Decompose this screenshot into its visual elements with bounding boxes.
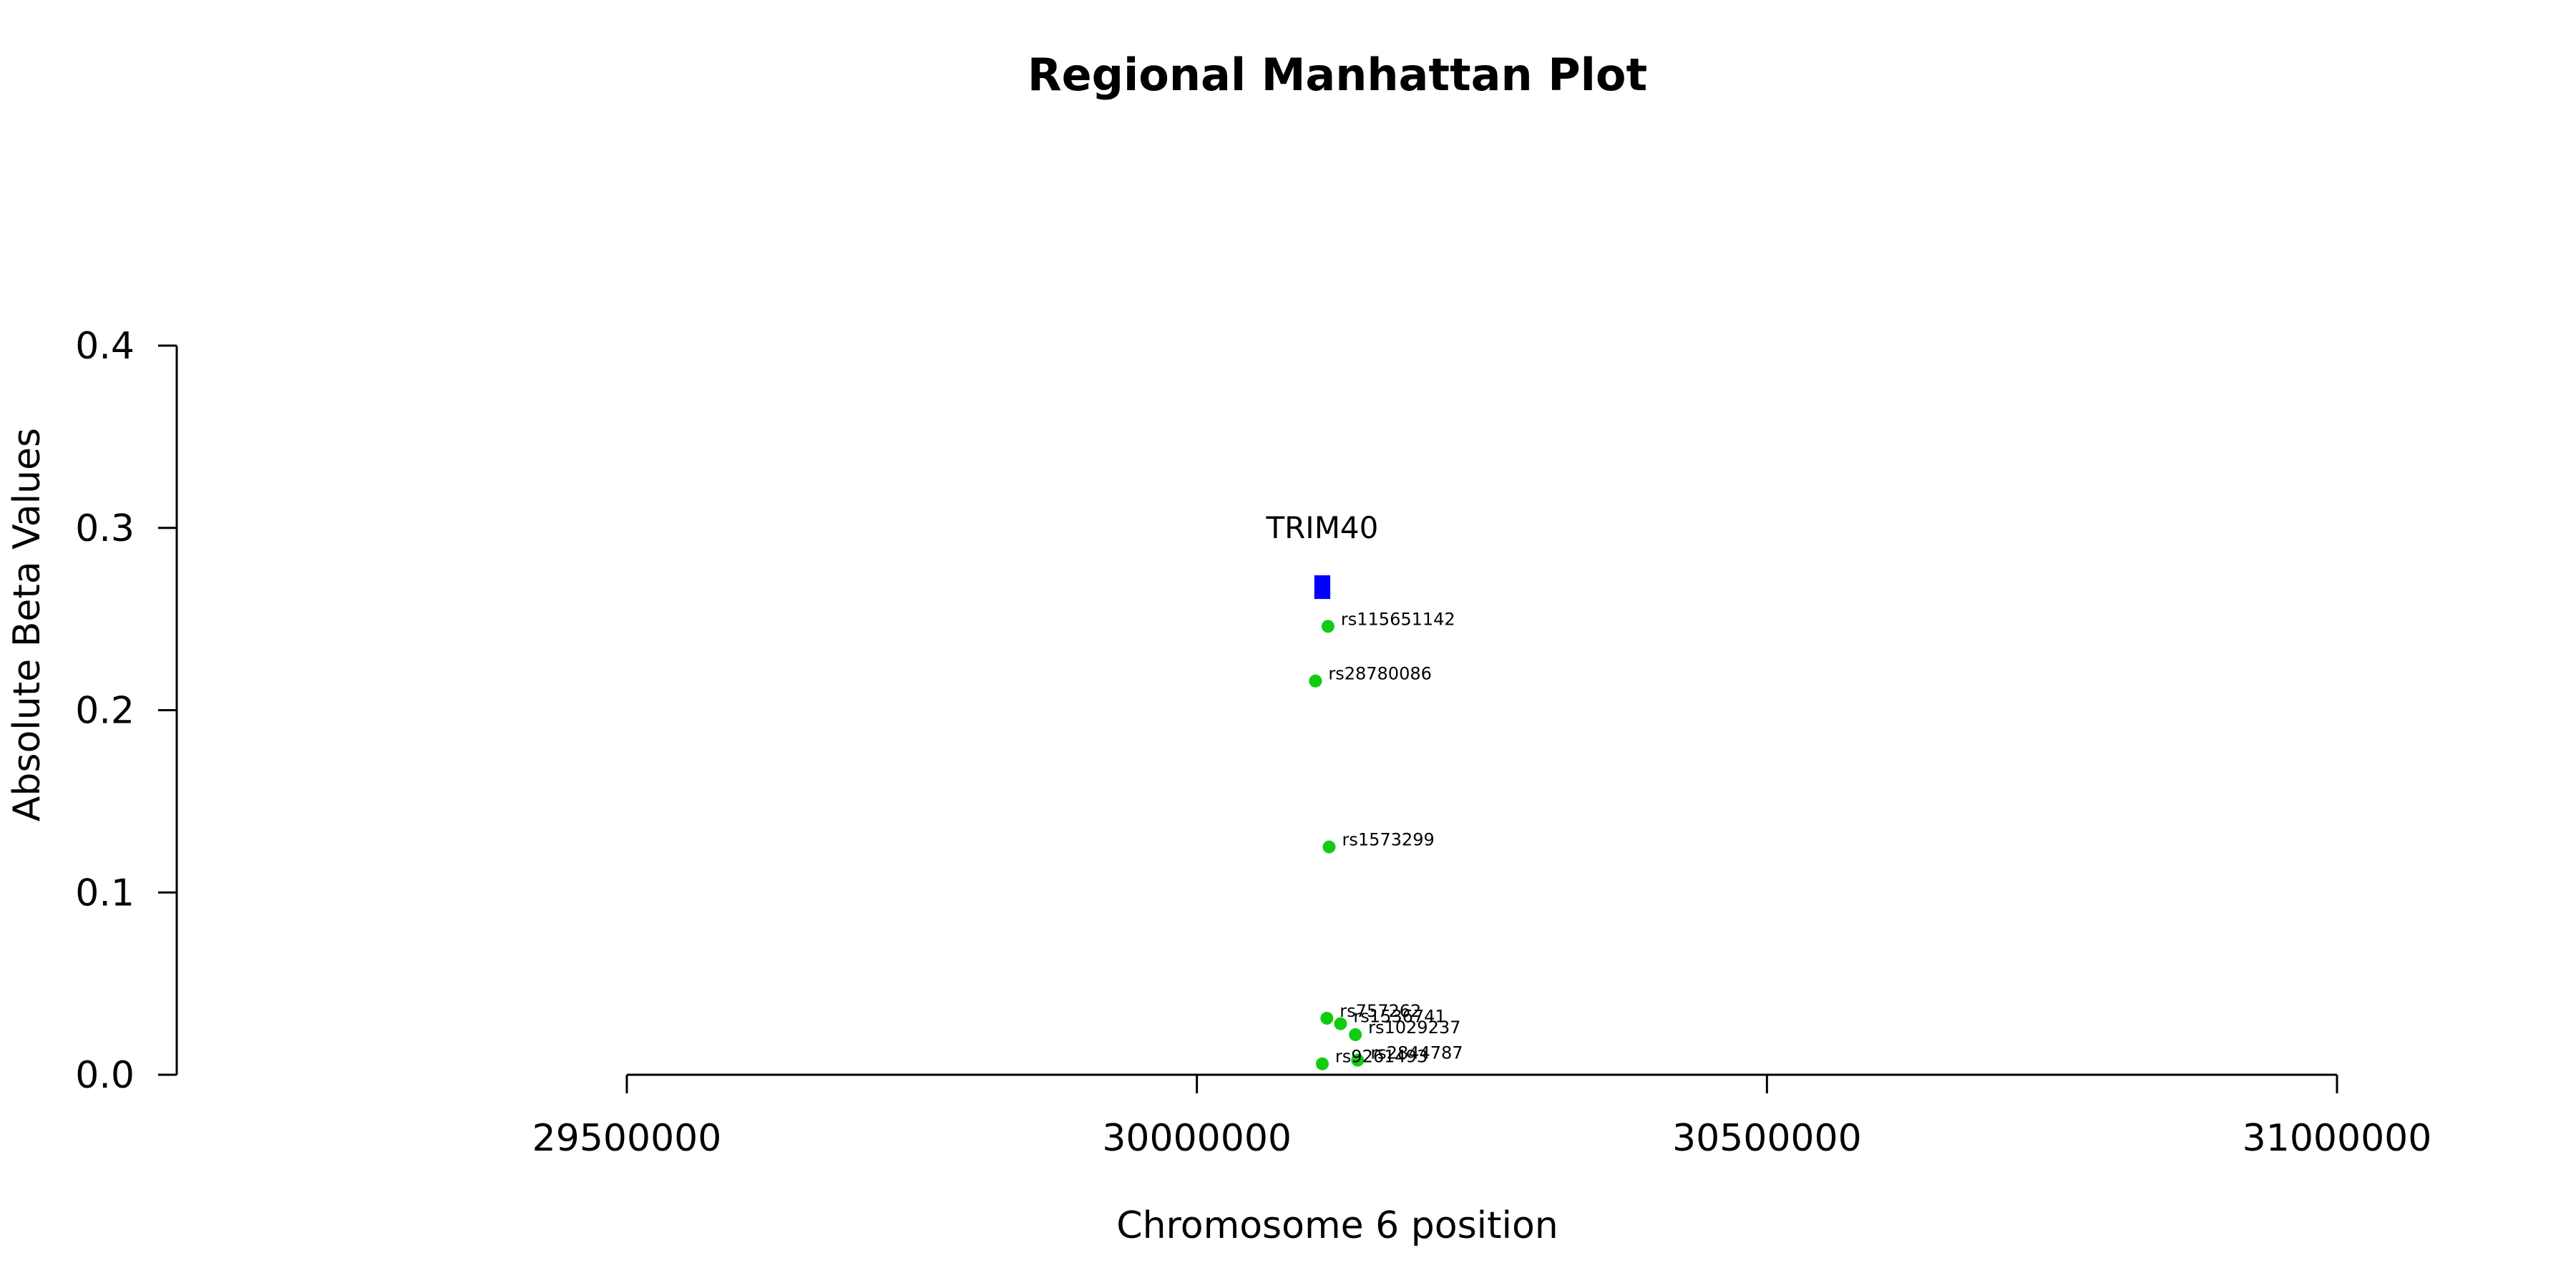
- snp-label: rs1029237: [1368, 1018, 1460, 1038]
- y-tick-label: 0.0: [75, 1054, 135, 1097]
- snp-label: rs28780086: [1328, 664, 1432, 684]
- x-tick-label: 29500000: [532, 1117, 722, 1160]
- snp-point: [1321, 620, 1335, 633]
- x-axis-label: Chromosome 6 position: [1116, 1204, 1558, 1247]
- snp-point: [1320, 1012, 1334, 1025]
- chart-title: Regional Manhattan Plot: [1028, 49, 1647, 101]
- snp-point: [1315, 1057, 1329, 1070]
- y-axis-label: Absolute Beta Values: [6, 428, 49, 821]
- gene-track: TRIM40: [1265, 510, 1378, 600]
- snp-point: [1351, 1053, 1365, 1067]
- snp-point: [1322, 840, 1336, 854]
- axes: 29500000 30000000 30500000 31000000 0.0 0.1 0.…: [75, 325, 2431, 1160]
- x-tick-label: 30500000: [1672, 1117, 1862, 1160]
- snp-points: rs115651142rs28780086rs1573299rs757262rs…: [1309, 609, 1463, 1070]
- snp-label: rs1536741: [1353, 1007, 1445, 1027]
- snp-point: [1349, 1028, 1362, 1041]
- x-tick-label: 30000000: [1102, 1117, 1292, 1160]
- gene-label: TRIM40: [1265, 510, 1378, 545]
- snp-point: [1334, 1017, 1347, 1030]
- y-tick-label: 0.3: [75, 507, 135, 550]
- y-tick-label: 0.1: [75, 872, 135, 914]
- snp-label: rs2844787: [1370, 1043, 1463, 1063]
- gene-box: [1314, 575, 1331, 600]
- x-tick-label: 31000000: [2243, 1117, 2432, 1160]
- snp-label: rs1573299: [1342, 830, 1434, 850]
- snp-label: rs115651142: [1341, 609, 1455, 629]
- snp-label: rs757262: [1340, 1001, 1421, 1021]
- snp-label: rs9261493: [1335, 1047, 1428, 1067]
- snp-point: [1309, 674, 1322, 688]
- y-tick-label: 0.2: [75, 690, 135, 733]
- y-tick-label: 0.4: [75, 325, 135, 368]
